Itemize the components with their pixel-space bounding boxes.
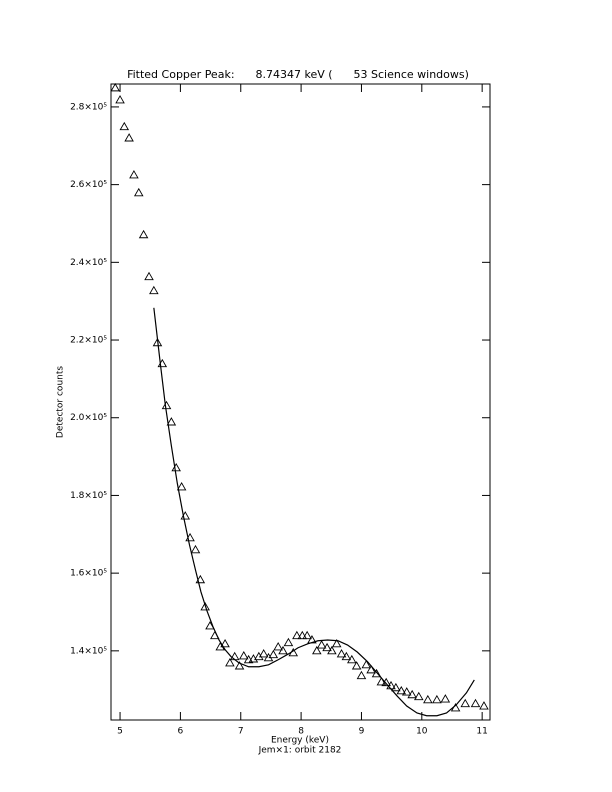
x-tick-label: 7 (238, 727, 244, 737)
y-tick-label: 2.4×10⁵ (70, 258, 107, 268)
data-point (166, 417, 177, 426)
data-point (302, 630, 312, 640)
data-point (133, 187, 144, 197)
y-tick-label: 2.6×10⁵ (70, 180, 107, 190)
data-point (331, 638, 342, 648)
data-point (110, 82, 121, 92)
data-point (366, 664, 376, 674)
data-point (254, 651, 264, 661)
data-point (297, 630, 308, 640)
data-point (152, 337, 163, 347)
data-point (322, 642, 332, 652)
x-tick-label: 10 (416, 727, 428, 737)
data-point (376, 677, 387, 686)
data-point (479, 701, 489, 710)
data-point (423, 694, 433, 704)
data-point (229, 651, 240, 661)
data-point (356, 670, 367, 680)
plot-frame (110, 83, 491, 721)
data-point (268, 649, 279, 659)
data-point (144, 271, 154, 281)
data-point (401, 687, 412, 696)
data-point (460, 698, 471, 708)
data-point (351, 661, 362, 670)
chart-title: Fitted Copper Peak: 8.74347 keV ( 53 Sci… (127, 68, 469, 81)
data-point (347, 654, 357, 664)
data-point (336, 649, 347, 658)
data-point (283, 637, 294, 647)
data-point (138, 229, 149, 239)
y-tick-label: 2.0×10⁵ (70, 413, 107, 423)
data-point (225, 657, 235, 667)
x-tick-label: 8 (298, 727, 304, 737)
x-tick-label: 9 (359, 727, 365, 737)
data-point (407, 689, 417, 699)
fit-line (153, 307, 475, 717)
subtitle: Jem×1: orbit 2182 (258, 746, 342, 756)
x-tick-label: 6 (178, 727, 184, 737)
data-point (220, 638, 230, 648)
data-point (258, 649, 269, 658)
data-point (149, 285, 159, 295)
data-point (238, 650, 249, 660)
data-point (234, 661, 245, 670)
data-point (381, 677, 391, 687)
data-point (176, 481, 187, 491)
y-axis-label: Detector counts (56, 366, 66, 438)
data-point (396, 685, 407, 695)
data-point (278, 645, 288, 655)
data-point (371, 668, 382, 678)
data-point (171, 462, 181, 472)
x-tick-label: 11 (476, 727, 487, 737)
y-tick-label: 1.8×10⁵ (70, 491, 107, 501)
y-tick-label: 1.4×10⁵ (70, 646, 107, 656)
data-point (129, 170, 139, 179)
x-tick-label: 5 (117, 727, 123, 737)
data-point (341, 651, 352, 661)
data-point (273, 642, 283, 651)
data-point (440, 694, 451, 703)
y-tick-label: 2.8×10⁵ (70, 102, 107, 112)
data-point (292, 630, 302, 640)
data-point (316, 640, 327, 649)
data-point (470, 698, 481, 708)
data-point (361, 659, 372, 669)
data-point (414, 691, 424, 701)
data-point (391, 682, 401, 692)
data-point (190, 544, 201, 554)
data-point (115, 95, 125, 104)
data-point (119, 121, 130, 131)
data-point (200, 602, 210, 611)
data-point (327, 645, 337, 655)
data-point (124, 133, 134, 142)
y-tick-label: 1.6×10⁵ (70, 569, 107, 579)
data-point (312, 645, 322, 655)
data-point (161, 400, 172, 410)
x-axis-label: Energy (keV) (271, 736, 329, 746)
data-point (432, 694, 442, 704)
y-tick-label: 2.2×10⁵ (70, 336, 107, 346)
